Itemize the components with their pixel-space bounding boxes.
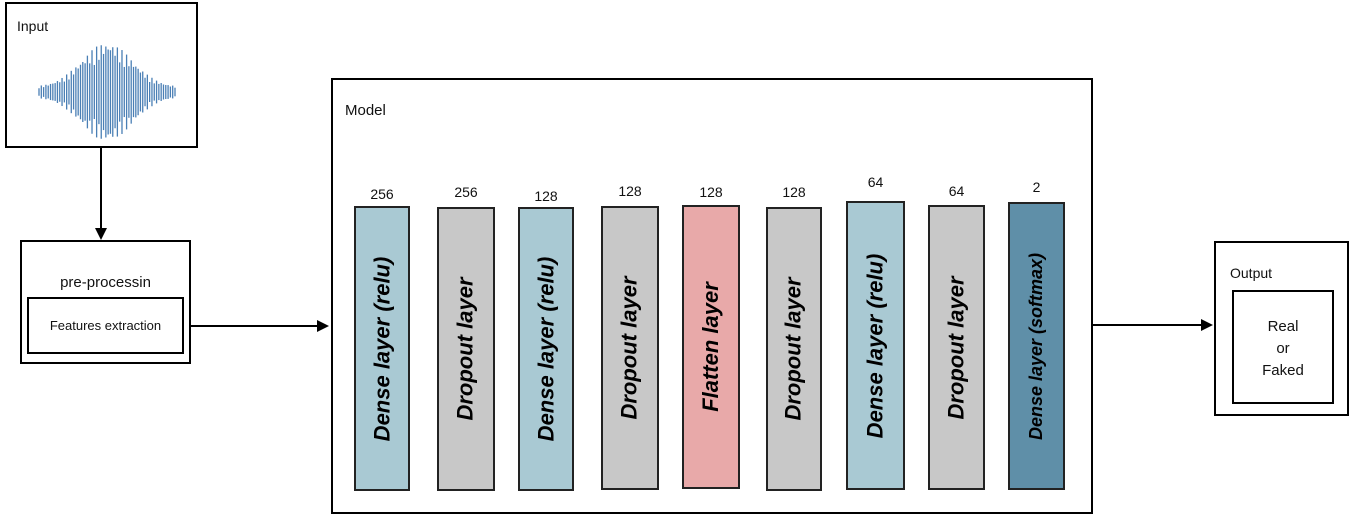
connector-arrows (0, 0, 1364, 516)
